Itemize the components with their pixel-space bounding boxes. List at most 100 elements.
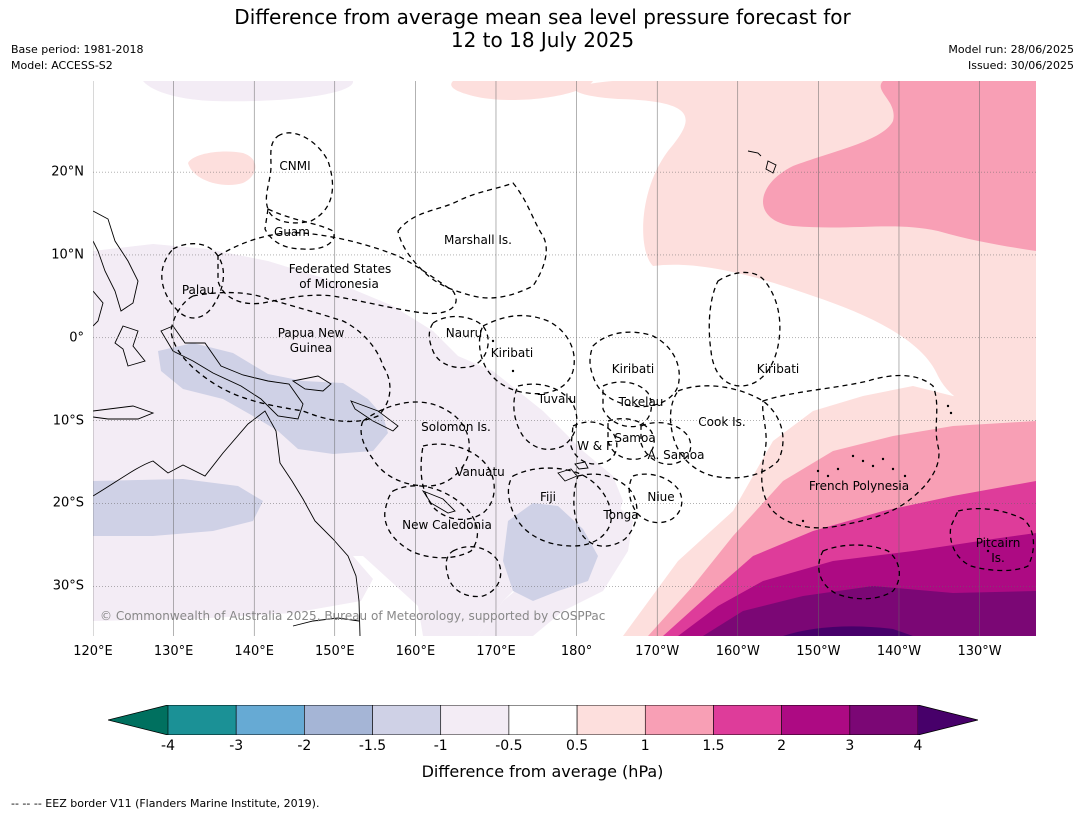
- label-tuvalu: Tuvalu: [537, 392, 577, 406]
- lat-label: 30°S: [52, 578, 84, 594]
- eez-tuvalu: [513, 383, 578, 450]
- colorbar-tick: -1: [433, 738, 448, 754]
- colorbar-tick: -0.5: [495, 738, 523, 754]
- label-new-caledonia: New Caledonia: [402, 518, 492, 532]
- eez-kiribati-east: [708, 271, 781, 387]
- lat-label: 20°N: [51, 164, 84, 180]
- anomaly-region-pos-1-ne: [763, 81, 1036, 251]
- lon-label: 170°E: [476, 644, 516, 659]
- model-name: Model: ACCESS-S2: [11, 59, 113, 72]
- eez-solomon-is: [360, 401, 470, 487]
- eez-wallis-futuna: [570, 421, 618, 465]
- anomaly-region-neg-1: [158, 343, 388, 454]
- colorbar-tick: 3: [845, 738, 855, 754]
- label-federated-states: Federated States: [288, 262, 392, 276]
- colorbar-cell: [508, 705, 578, 735]
- colorbar-tick: -4: [161, 738, 175, 754]
- island-specks: [491, 339, 990, 553]
- lon-label: 140°W: [876, 644, 922, 659]
- label-niue: Niue: [647, 490, 675, 504]
- base-period: Base period: 1981-2018: [11, 43, 144, 56]
- colorbar-cell: [781, 705, 851, 735]
- gridlines: [93, 81, 1036, 636]
- colorbar-tick: 1.5: [702, 738, 725, 754]
- eez-png: [170, 291, 391, 423]
- label-solomon-is: Solomon Is.: [421, 420, 491, 434]
- colorbar-cell: [304, 705, 373, 735]
- anomaly-region-neg-1-west: [93, 479, 263, 536]
- eez-guam: [264, 208, 335, 250]
- lon-label: 160°E: [395, 644, 436, 659]
- label-guam: Guam: [274, 225, 310, 239]
- coastline-hawaii: [747, 150, 777, 174]
- label-kiribati-central: Kiribati: [611, 362, 655, 376]
- colorbar-cell: [235, 705, 305, 735]
- label-tonga: Tonga: [603, 508, 639, 522]
- eez-samoa: [607, 418, 655, 460]
- lon-label: 150°E: [315, 644, 355, 659]
- lon-label: 150°W: [796, 644, 841, 659]
- colorbar-cells: [167, 705, 919, 735]
- label-samoa: Samoa: [614, 431, 656, 445]
- colorbar-cell: [713, 705, 782, 735]
- colorbar: [108, 705, 978, 735]
- label-kiribati-east: Kiribati: [756, 362, 800, 376]
- meta-left: Base period: 1981-2018 Model: ACCESS-S2: [11, 42, 143, 74]
- eez-tonga: [573, 473, 638, 547]
- colorbar-tick: 2: [777, 738, 787, 754]
- coastline-australia: [93, 410, 361, 636]
- coastline-solomon-is: [350, 400, 399, 432]
- title-line-1: Difference from average mean sea level p…: [234, 5, 851, 29]
- lon-label: 170°W: [635, 644, 680, 659]
- coastline-new-britain: [291, 375, 332, 392]
- eez-kiribati-central: [589, 331, 680, 408]
- anomaly-region-pos-0-5-cell: [188, 151, 256, 185]
- label-of-micronesia: of Micronesia: [299, 277, 379, 291]
- lon-label: 130°W: [957, 644, 1002, 659]
- label-wallis-futuna: W & F: [577, 439, 613, 453]
- anomaly-region-pos-3: [703, 586, 1036, 636]
- coastline-new-guinea: [160, 325, 304, 420]
- lat-label: 20°S: [52, 495, 84, 511]
- lon-label: 180°: [560, 644, 593, 659]
- meta-right: Model run: 28/06/2025 Issued: 30/06/2025: [948, 42, 1074, 74]
- pressure-anomaly-map: [93, 81, 1036, 636]
- eez-micronesia: [217, 232, 457, 315]
- chart-title: Difference from average mean sea level p…: [0, 6, 1085, 52]
- label-marshall-is: Marshall Is.: [444, 233, 512, 247]
- colorbar-tick: -1.5: [358, 738, 387, 754]
- colorbar-cell: [644, 705, 714, 735]
- anomaly-region-pos-4: [783, 626, 913, 636]
- label-pitcairn: Pitcairn: [975, 536, 1021, 550]
- lon-label: 120°E: [73, 644, 113, 659]
- eez-kiribati-west: [478, 314, 575, 395]
- colorbar-cell: [849, 705, 919, 735]
- anomaly-region-pos-0-5-north: [451, 81, 593, 101]
- label-papua-new: Papua New: [277, 326, 345, 340]
- eez-marshall-is: [397, 182, 547, 299]
- eez-fiji: [507, 467, 612, 547]
- lon-label: 140°E: [234, 644, 274, 659]
- label-nauru: Nauru: [445, 326, 483, 340]
- eez-pitcairn: [949, 507, 1035, 572]
- title-line-2: 12 to 18 July 2025: [450, 28, 635, 52]
- colorbar-cell: [372, 705, 442, 735]
- lon-label: 160°W: [715, 644, 760, 659]
- colorbar-tick: -2: [297, 738, 312, 754]
- label-fiji: Fiji: [539, 490, 557, 504]
- eez-vanuatu: [420, 443, 495, 520]
- label-american-samoa: A. Samoa: [647, 448, 705, 462]
- colorbar-over-arrow: [918, 705, 978, 735]
- issued-date: Issued: 30/06/2025: [967, 59, 1074, 72]
- colorbar-cell: [440, 705, 510, 735]
- eez-footnote: -- -- -- EEZ border V11 (Flanders Marine…: [11, 797, 320, 810]
- coastline-new-zealand-hint: [292, 617, 360, 627]
- label-palau: Palau: [181, 283, 215, 297]
- colorbar-title: Difference from average (hPa): [421, 762, 664, 781]
- label-french-polynesia: French Polynesia: [808, 479, 910, 493]
- copyright-notice: © Commonwealth of Australia 2025, Bureau…: [100, 609, 606, 623]
- eez-pitcairn-south: [818, 544, 900, 600]
- coastline-timor: [93, 405, 155, 420]
- eez-nauru: [428, 315, 489, 369]
- coastline-borneo-sulawesi: [93, 290, 146, 367]
